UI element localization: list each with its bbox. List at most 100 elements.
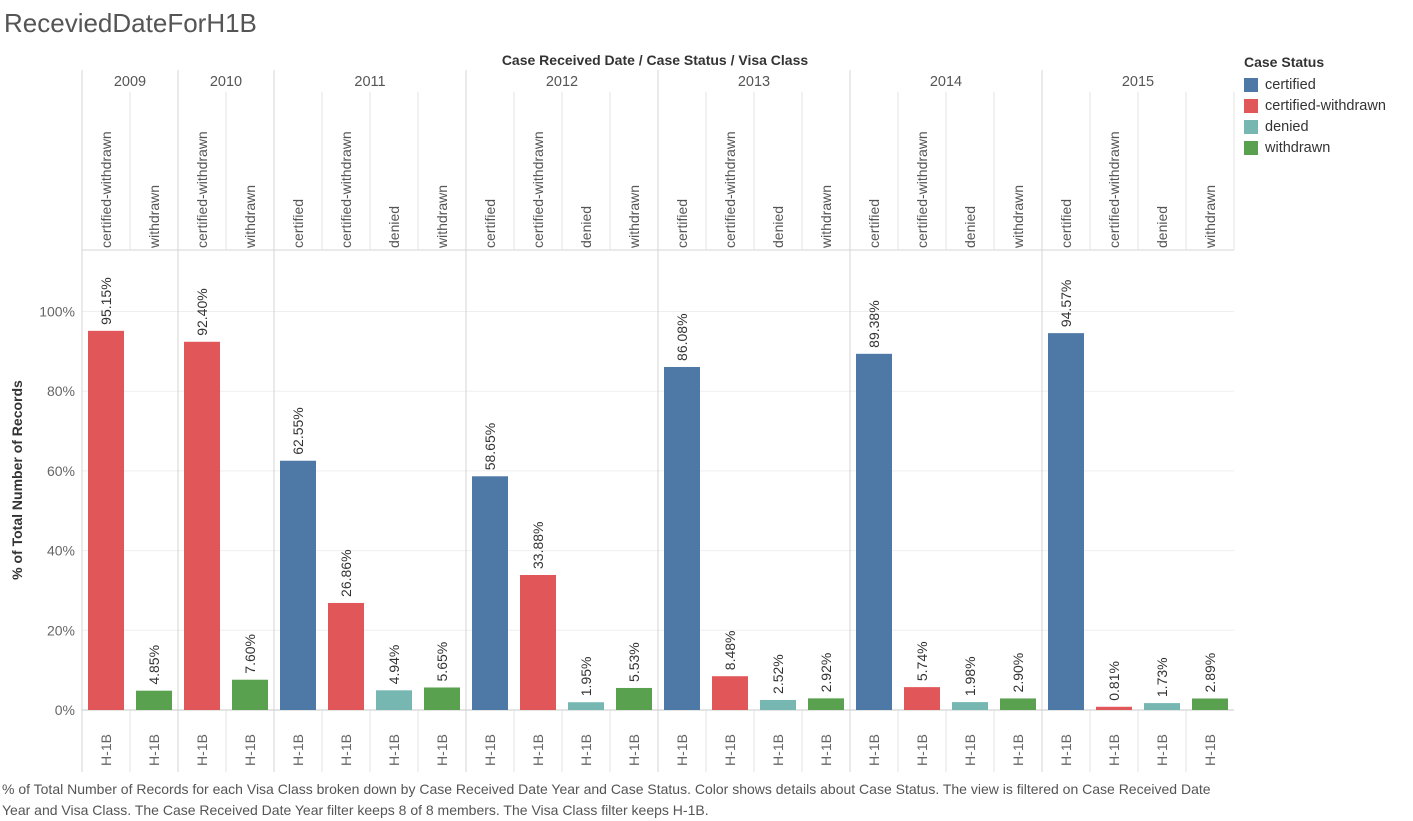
year-header-2013: 2013 [738,74,770,90]
bar-2011-withdrawn [424,687,460,710]
column-header-title: Case Received Date / Case Status / Visa … [502,52,809,68]
data-label: 4.85% [146,645,162,685]
data-label: 58.65% [482,423,498,470]
status-header-label: certified [866,199,882,248]
status-header-label: certified [674,199,690,248]
status-header-label: certified-withdrawn [338,131,354,248]
year-header-2011: 2011 [354,74,385,90]
bar-2012-certified-withdrawn [520,574,556,710]
year-header-2010: 2010 [210,74,242,90]
bar-2010-withdrawn [232,679,268,710]
visa-class-label: H-1B [194,734,210,766]
visa-class-label: H-1B [482,734,498,766]
visa-class-label: H-1B [98,734,114,766]
bar-2009-certified-withdrawn [88,330,124,710]
bar-2011-denied [376,690,412,710]
visa-class-label: H-1B [626,734,642,766]
data-label: 92.40% [194,288,210,335]
bar-2012-certified [472,476,508,710]
status-header-label: certified-withdrawn [530,131,546,248]
legend-swatch [1244,77,1258,92]
chart-caption: % of Total Number of Records for each Vi… [2,781,1211,818]
y-tick-label: 60% [47,463,75,479]
visa-class-label: H-1B [530,734,546,766]
data-label: 2.90% [1010,653,1026,693]
data-label: 2.52% [770,654,786,694]
y-tick-label: 80% [47,383,75,399]
visa-class-label: H-1B [242,734,258,766]
visa-class-label: H-1B [674,734,690,766]
bar-2011-certified [280,460,316,710]
status-header-label: withdrawn [626,185,642,249]
legend: Case Status certified certified-withdraw… [1244,54,1413,158]
legend-item-denied[interactable]: denied [1244,116,1413,137]
data-label: 33.88% [530,522,546,569]
data-label: 7.60% [242,634,258,674]
status-header-label: certified-withdrawn [722,131,738,248]
status-header-label: withdrawn [146,185,162,249]
visa-class-label: H-1B [338,734,354,766]
status-header-label: withdrawn [1202,185,1218,249]
data-label: 86.08% [674,313,690,360]
legend-swatch [1244,140,1258,155]
visa-class-label: H-1B [722,734,738,766]
bar-2009-withdrawn [136,690,172,710]
bar-2014-denied [952,702,988,710]
bar-2011-certified-withdrawn [328,602,364,710]
visa-class-label: H-1B [578,734,594,766]
data-label: 1.95% [578,657,594,697]
legend-item-withdrawn[interactable]: withdrawn [1244,137,1413,158]
data-label: 4.94% [386,645,402,685]
visa-class-label: H-1B [386,734,402,766]
status-header-label: withdrawn [242,185,258,249]
status-header-label: denied [1154,206,1170,248]
data-label: 2.89% [1202,653,1218,693]
bar-2013-certified [664,366,700,710]
y-tick-label: 0% [55,702,75,718]
data-label: 94.57% [1058,280,1074,327]
legend-swatch [1244,119,1258,134]
data-label: 89.38% [866,300,882,347]
bar-2012-withdrawn [616,687,652,710]
legend-title: Case Status [1244,54,1325,70]
data-label: 95.15% [98,277,114,324]
visa-class-label: H-1B [1010,734,1026,766]
year-header-2009: 2009 [114,74,146,90]
status-header-label: certified-withdrawn [98,131,114,248]
visa-class-label: H-1B [770,734,786,766]
visa-class-label: H-1B [818,734,834,766]
status-header-label: certified-withdrawn [914,131,930,248]
visa-class-label: H-1B [146,734,162,766]
bar-2012-denied [568,702,604,710]
visa-class-label: H-1B [434,734,450,766]
year-header-2012: 2012 [546,74,578,90]
bar-chart: Case Received Date / Case Status / Visa … [9,52,1235,772]
visa-class-label: H-1B [1202,734,1218,766]
bar-2015-certified [1048,333,1084,710]
status-header-label: denied [770,206,786,248]
status-header-label: denied [962,206,978,248]
status-header-label: withdrawn [818,185,834,249]
page-title: ReceviedDateForH1B [4,8,257,38]
visa-class-label: H-1B [866,734,882,766]
data-label: 8.48% [722,631,738,671]
bar-2014-certified-withdrawn [904,687,940,710]
visa-class-label: H-1B [1106,734,1122,766]
data-label: 1.98% [962,656,978,696]
visa-class-label: H-1B [962,734,978,766]
bar-2015-certified-withdrawn [1096,706,1132,710]
legend-label: certified-withdrawn [1265,97,1386,114]
bar-2010-certified-withdrawn [184,341,220,710]
bar-2014-certified [856,353,892,710]
legend-item-certified-withdrawn[interactable]: certified-withdrawn [1244,95,1413,116]
bar-2013-withdrawn [808,698,844,710]
visa-class-label: H-1B [914,734,930,766]
y-axis-label: % of Total Number of Records [9,380,25,580]
status-header-label: certified-withdrawn [194,131,210,248]
data-label: 2.92% [818,653,834,693]
legend-item-certified[interactable]: certified [1244,74,1413,95]
data-label: 1.73% [1154,657,1170,697]
data-label: 5.65% [434,642,450,682]
year-header-2014: 2014 [930,74,962,90]
bar-2015-denied [1144,703,1180,710]
